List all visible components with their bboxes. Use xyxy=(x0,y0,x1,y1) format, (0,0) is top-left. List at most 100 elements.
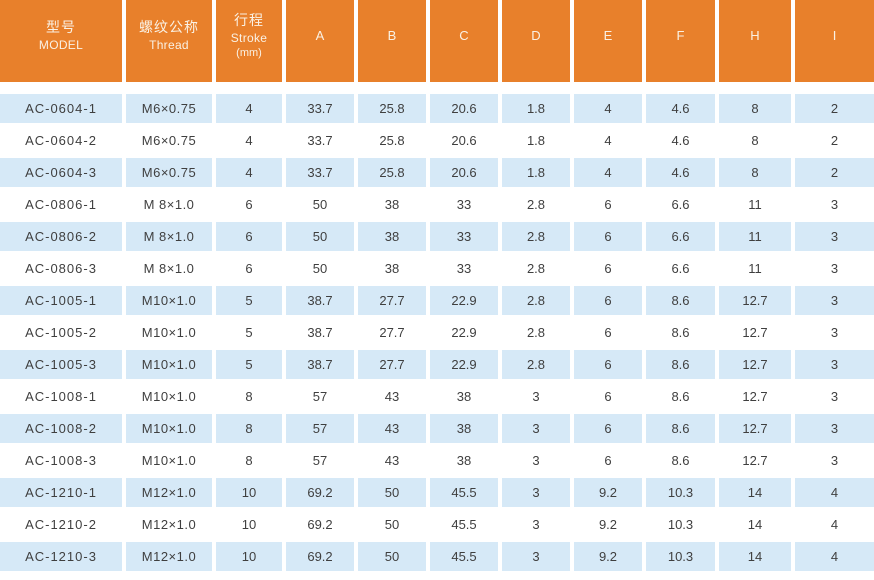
cell-C: 38 xyxy=(430,446,498,475)
cell-F: 8.6 xyxy=(646,446,715,475)
cell-C: 22.9 xyxy=(430,318,498,347)
cell-E: 6 xyxy=(574,414,642,443)
cell-D: 1.8 xyxy=(502,94,570,123)
cell-stroke: 10 xyxy=(216,510,282,539)
cell-F: 8.6 xyxy=(646,414,715,443)
cell-C: 45.5 xyxy=(430,542,498,571)
cell-D: 3 xyxy=(502,382,570,411)
cell-model: AC-0604-2 xyxy=(0,126,122,155)
cell-thread: M10×1.0 xyxy=(126,414,212,443)
cell-H: 14 xyxy=(719,542,791,571)
cell-model: AC-0806-2 xyxy=(0,222,122,251)
cell-H: 12.7 xyxy=(719,382,791,411)
table-row: AC-1210-1 M12×1.0 10 69.2 50 45.5 3 9.2 10.3 14 4 xyxy=(0,478,874,507)
cell-E: 6 xyxy=(574,350,642,379)
column-header-C: C xyxy=(430,0,498,82)
cell-C: 33 xyxy=(430,190,498,219)
cell-E: 6 xyxy=(574,446,642,475)
table-header-row: 型号 MODEL 螺纹公称 Thread 行程 Stroke (mm) A B C D E F H I xyxy=(0,0,874,82)
cell-model: AC-0806-3 xyxy=(0,254,122,283)
cell-stroke: 4 xyxy=(216,94,282,123)
cell-H: 14 xyxy=(719,510,791,539)
cell-B: 38 xyxy=(358,190,426,219)
cell-H: 12.7 xyxy=(719,350,791,379)
cell-model: AC-1210-1 xyxy=(0,478,122,507)
cell-D: 3 xyxy=(502,446,570,475)
column-header-A: A xyxy=(286,0,354,82)
table-row: AC-1008-1 M10×1.0 8 57 43 38 3 6 8.6 12.7 3 xyxy=(0,382,874,411)
cell-F: 10.3 xyxy=(646,510,715,539)
cell-F: 8.6 xyxy=(646,382,715,411)
cell-A: 69.2 xyxy=(286,510,354,539)
table-row: AC-1005-2 M10×1.0 5 38.7 27.7 22.9 2.8 6 8.6 12.7… xyxy=(0,318,874,347)
column-header-B: B xyxy=(358,0,426,82)
cell-H: 12.7 xyxy=(719,318,791,347)
cell-model: AC-1005-2 xyxy=(0,318,122,347)
table-row: AC-1005-1 M10×1.0 5 38.7 27.7 22.9 2.8 6 8.6 12.7… xyxy=(0,286,874,315)
column-header-D-line: D xyxy=(531,28,541,44)
cell-F: 8.6 xyxy=(646,350,715,379)
cell-F: 8.6 xyxy=(646,286,715,315)
cell-stroke: 5 xyxy=(216,350,282,379)
cell-A: 50 xyxy=(286,254,354,283)
cell-H: 11 xyxy=(719,222,791,251)
cell-A: 33.7 xyxy=(286,126,354,155)
cell-D: 3 xyxy=(502,478,570,507)
table-row: AC-0806-1 M 8×1.0 6 50 38 33 2.8 6 6.6 11 3 xyxy=(0,190,874,219)
column-header-stroke-line: 行程 xyxy=(234,12,264,29)
cell-C: 33 xyxy=(430,254,498,283)
cell-I: 2 xyxy=(795,94,874,123)
cell-D: 3 xyxy=(502,542,570,571)
column-header-I-line: I xyxy=(832,28,837,44)
cell-stroke: 4 xyxy=(216,158,282,187)
table-row: AC-1008-2 M10×1.0 8 57 43 38 3 6 8.6 12.7 3 xyxy=(0,414,874,443)
cell-stroke: 6 xyxy=(216,190,282,219)
cell-B: 50 xyxy=(358,542,426,571)
cell-thread: M12×1.0 xyxy=(126,510,212,539)
column-header-model-line: MODEL xyxy=(38,38,84,53)
table-row: AC-0604-1 M6×0.75 4 33.7 25.8 20.6 1.8 4 4.6 8 2 xyxy=(0,94,874,123)
cell-H: 8 xyxy=(719,158,791,187)
cell-B: 25.8 xyxy=(358,158,426,187)
table-row: AC-0806-3 M 8×1.0 6 50 38 33 2.8 6 6.6 11 3 xyxy=(0,254,874,283)
cell-D: 2.8 xyxy=(502,254,570,283)
column-header-thread-line: 螺纹公称 xyxy=(139,19,199,36)
cell-model: AC-1008-1 xyxy=(0,382,122,411)
cell-E: 6 xyxy=(574,318,642,347)
cell-D: 2.8 xyxy=(502,318,570,347)
column-header-D: D xyxy=(502,0,570,82)
cell-stroke: 8 xyxy=(216,446,282,475)
table-row: AC-0604-3 M6×0.75 4 33.7 25.8 20.6 1.8 4 4.6 8 2 xyxy=(0,158,874,187)
cell-F: 10.3 xyxy=(646,478,715,507)
cell-thread: M6×0.75 xyxy=(126,126,212,155)
cell-C: 45.5 xyxy=(430,478,498,507)
cell-E: 4 xyxy=(574,126,642,155)
cell-thread: M10×1.0 xyxy=(126,350,212,379)
cell-stroke: 6 xyxy=(216,254,282,283)
cell-thread: M12×1.0 xyxy=(126,542,212,571)
column-header-F: F xyxy=(646,0,715,82)
cell-H: 12.7 xyxy=(719,286,791,315)
cell-E: 6 xyxy=(574,190,642,219)
cell-B: 27.7 xyxy=(358,318,426,347)
cell-model: AC-1210-3 xyxy=(0,542,122,571)
cell-D: 2.8 xyxy=(502,222,570,251)
cell-D: 3 xyxy=(502,414,570,443)
column-header-I: I xyxy=(795,0,874,82)
cell-B: 25.8 xyxy=(358,94,426,123)
cell-thread: M10×1.0 xyxy=(126,446,212,475)
cell-F: 6.6 xyxy=(646,190,715,219)
cell-E: 6 xyxy=(574,382,642,411)
cell-A: 57 xyxy=(286,414,354,443)
cell-B: 50 xyxy=(358,510,426,539)
cell-A: 50 xyxy=(286,190,354,219)
cell-I: 2 xyxy=(795,126,874,155)
table-row: AC-1005-3 M10×1.0 5 38.7 27.7 22.9 2.8 6 8.6 12.7… xyxy=(0,350,874,379)
cell-A: 57 xyxy=(286,382,354,411)
cell-stroke: 6 xyxy=(216,222,282,251)
cell-I: 3 xyxy=(795,446,874,475)
cell-F: 4.6 xyxy=(646,126,715,155)
cell-thread: M 8×1.0 xyxy=(126,222,212,251)
column-header-model: 型号 MODEL xyxy=(0,0,122,82)
